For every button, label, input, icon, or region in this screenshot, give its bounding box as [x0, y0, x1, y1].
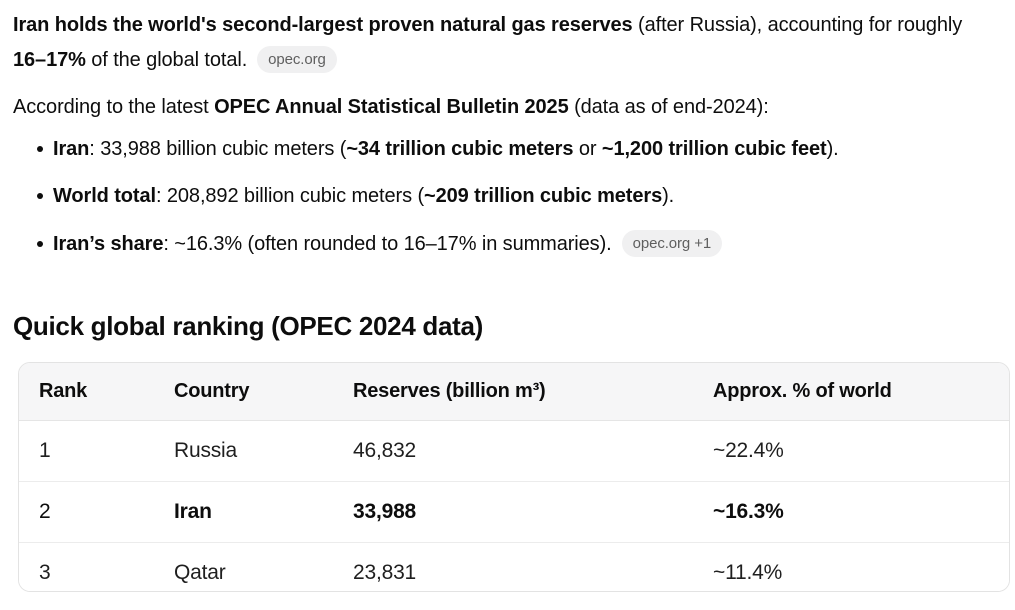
table-row-qatar: 3 Qatar 23,831 ~11.4%	[19, 541, 1009, 591]
list-item-world-total: World total: 208,892 billion cubic meter…	[13, 182, 1005, 210]
body-text: : 208,892 billion cubic meters (	[155, 185, 425, 207]
body-text: of the global total.	[85, 49, 248, 71]
list-item-text: World total: 208,892 billion cubic meter…	[53, 182, 1005, 210]
cell-reserves: 23,831	[333, 541, 693, 591]
table-header-row: Rank Country Reserves (billion m³) Appro…	[19, 363, 1009, 421]
body-text: (after Russia), accounting for roughly	[632, 14, 963, 36]
list-item-text: Iran: 33,988 billion cubic meters (~34 t…	[53, 135, 1005, 163]
cell-country: Iran	[154, 480, 333, 542]
table-row-russia: 1 Russia 46,832 ~22.4%	[19, 420, 1009, 481]
cell-share: ~22.4%	[713, 438, 784, 462]
column-header-share: Approx. % of world	[693, 363, 1009, 421]
list-item-iran: Iran: 33,988 billion cubic meters (~34 t…	[13, 135, 1005, 163]
list-item-iran-share: Iran’s share: ~16.3% (often rounded to 1…	[13, 230, 1005, 258]
paragraph-reserves-summary: Iran holds the world's second-largest pr…	[13, 8, 1005, 78]
ranking-table: Rank Country Reserves (billion m³) Appro…	[18, 362, 1010, 592]
bold-text: Iran’s share	[53, 233, 164, 255]
column-header-country: Country	[154, 363, 333, 421]
bold-text: ~34 trillion cubic meters	[346, 138, 574, 160]
body-text: (data as of end-2024):	[568, 96, 769, 118]
cell-share: ~16.3%	[693, 480, 1009, 542]
ranking-table-grid: Rank Country Reserves (billion m³) Appro…	[19, 363, 1009, 591]
bold-text: Iran holds the world's second-largest pr…	[13, 14, 633, 36]
column-header-reserves: Reserves (billion m³)	[333, 363, 693, 421]
table-row-iran: 2 Iran 33,988 ~16.3%	[19, 480, 1009, 542]
body-text: According to the latest	[13, 96, 215, 118]
cell-rank: 1	[39, 438, 51, 462]
body-text: : 33,988 billion cubic meters (	[89, 138, 347, 160]
list-item-text: Iran’s share: ~16.3% (often rounded to 1…	[53, 230, 1005, 258]
body-text: ).	[826, 138, 839, 160]
citation-badge-opec[interactable]: opec.org	[257, 46, 337, 73]
bold-text: World total	[53, 185, 156, 207]
bold-text: ~209 trillion cubic meters	[424, 185, 663, 207]
paragraph-bulletin-intro: According to the latest OPEC Annual Stat…	[13, 90, 1005, 125]
cell-reserves: 46,832	[353, 438, 417, 462]
body-text: or	[573, 138, 602, 160]
bold-text: 16–17%	[13, 49, 86, 71]
bold-text: Iran	[53, 138, 90, 160]
bold-text: OPEC Annual Statistical Bulletin 2025	[214, 96, 569, 118]
cell-rank: 2	[19, 480, 154, 542]
cell-country: Qatar	[154, 541, 333, 591]
column-header-rank: Rank	[19, 363, 154, 421]
bold-text: ~1,200 trillion cubic feet	[601, 138, 827, 160]
bullet-icon	[37, 193, 43, 199]
cell-share: ~11.4%	[693, 541, 1009, 591]
body-text: : ~16.3% (often rounded to 16–17% in sum…	[163, 233, 612, 255]
cell-reserves: 33,988	[333, 480, 693, 542]
cell-rank: 3	[19, 541, 154, 591]
body-text: ).	[662, 185, 675, 207]
bullet-icon	[37, 241, 43, 247]
citation-badge-opec-plus1[interactable]: opec.org +1	[621, 230, 723, 257]
cell-country: Russia	[174, 438, 237, 462]
bullet-icon	[37, 146, 43, 152]
section-heading-ranking: Quick global ranking (OPEC 2024 data)	[13, 311, 484, 341]
